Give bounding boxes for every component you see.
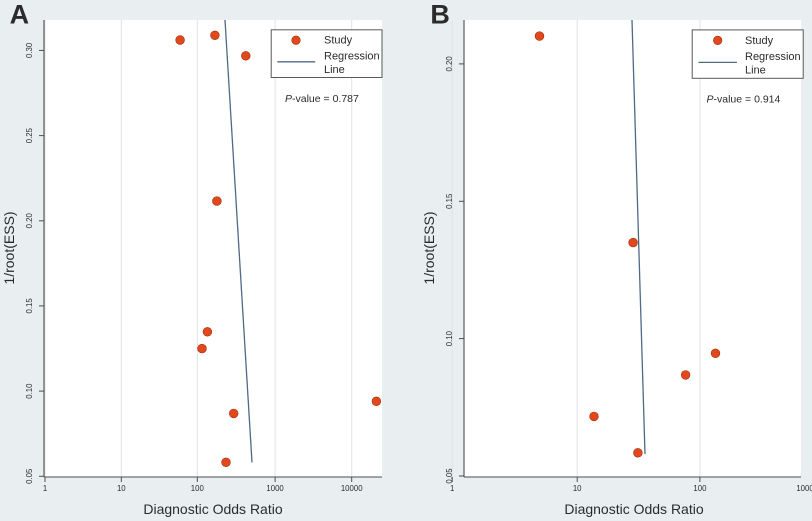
svg-text:P-value = 0.787: P-value = 0.787	[285, 93, 359, 105]
svg-text:0.20: 0.20	[445, 56, 454, 72]
svg-text:Regression: Regression	[745, 51, 801, 63]
svg-text:1/root(ESS): 1/root(ESS)	[421, 211, 437, 284]
svg-text:10: 10	[573, 484, 582, 493]
svg-text:P-value = 0.914: P-value = 0.914	[707, 93, 781, 105]
svg-text:1: 1	[450, 484, 454, 493]
svg-text:B: B	[430, 0, 450, 29]
svg-text:1000: 1000	[266, 484, 284, 493]
svg-text:Diagnostic Odds Ratio: Diagnostic Odds Ratio	[564, 501, 704, 517]
svg-text:0.15: 0.15	[445, 193, 454, 209]
svg-text:0.20: 0.20	[25, 213, 34, 229]
svg-text:0.10: 0.10	[445, 330, 454, 346]
svg-text:0.05: 0.05	[445, 468, 454, 484]
svg-text:0.15: 0.15	[25, 298, 34, 314]
svg-text:1/root(ESS): 1/root(ESS)	[1, 211, 17, 284]
svg-text:1: 1	[43, 484, 47, 493]
svg-text:Study: Study	[324, 34, 353, 46]
svg-text:Line: Line	[745, 65, 766, 77]
svg-text:0.10: 0.10	[25, 383, 34, 399]
svg-text:100: 100	[191, 484, 205, 493]
svg-text:0.25: 0.25	[25, 127, 34, 143]
svg-text:A: A	[10, 0, 30, 29]
svg-text:0.05: 0.05	[25, 468, 34, 484]
svg-text:Diagnostic Odds Ratio: Diagnostic Odds Ratio	[143, 501, 283, 517]
svg-text:10: 10	[117, 484, 126, 493]
svg-text:Regression: Regression	[324, 50, 380, 62]
svg-text:100: 100	[693, 484, 707, 493]
svg-text:Line: Line	[324, 64, 345, 76]
svg-text:Study: Study	[745, 35, 774, 47]
svg-text:0.30: 0.30	[25, 42, 34, 58]
svg-text:1000: 1000	[796, 484, 812, 493]
svg-text:10000: 10000	[341, 484, 363, 493]
